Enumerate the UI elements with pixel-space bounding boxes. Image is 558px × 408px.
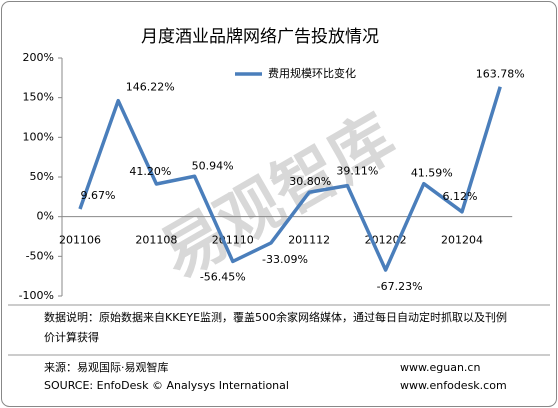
url: www.enfodesk.com (400, 379, 507, 392)
data-label: 50.94% (192, 159, 234, 172)
x-tick-label: 201112 (288, 234, 330, 247)
data-label: 41.20% (129, 165, 171, 178)
y-tick-label: 200% (23, 51, 54, 64)
y-tick-label: 100% (23, 130, 54, 143)
y-tick-label: 0% (37, 210, 54, 223)
url: www.eguan.cn (400, 361, 481, 374)
data-label: 9.67% (81, 189, 116, 202)
chart-title: 月度酒业品牌网络广告投放情况 (141, 27, 379, 47)
y-tick-label: -100% (19, 289, 54, 302)
source-en: SOURCE: EnfoDesk © Analysys Internationa… (44, 379, 289, 392)
y-tick-label: -50% (26, 249, 54, 262)
x-tick-label: 201108 (135, 234, 177, 247)
note: 数据说明：原始数据来自KKEYE监测，覆盖500余家网络媒体，通过每日自动定时抓… (44, 311, 508, 344)
x-tick-label: 201204 (441, 234, 483, 247)
data-label: 41.59% (411, 167, 453, 180)
source-cn: 来源：易观国际·易观智库 (44, 361, 169, 374)
series-line (78, 86, 502, 272)
y-tick-label: 50% (30, 170, 54, 183)
data-label: 163.78% (476, 68, 525, 81)
data-label: -56.45% (200, 270, 246, 283)
data-label: 6.12% (443, 190, 478, 203)
x-tick-label: 201110 (212, 234, 254, 247)
legend-label: 费用规模环比变化 (268, 66, 356, 80)
data-label: -33.09% (262, 253, 308, 266)
x-tick-label: 201106 (59, 234, 101, 247)
data-label: 39.11% (336, 165, 378, 178)
y-tick-label: 150% (23, 91, 54, 104)
data-label: -67.23% (377, 280, 423, 293)
data-label: 30.80% (289, 175, 331, 188)
data-label: 146.22% (126, 81, 175, 94)
